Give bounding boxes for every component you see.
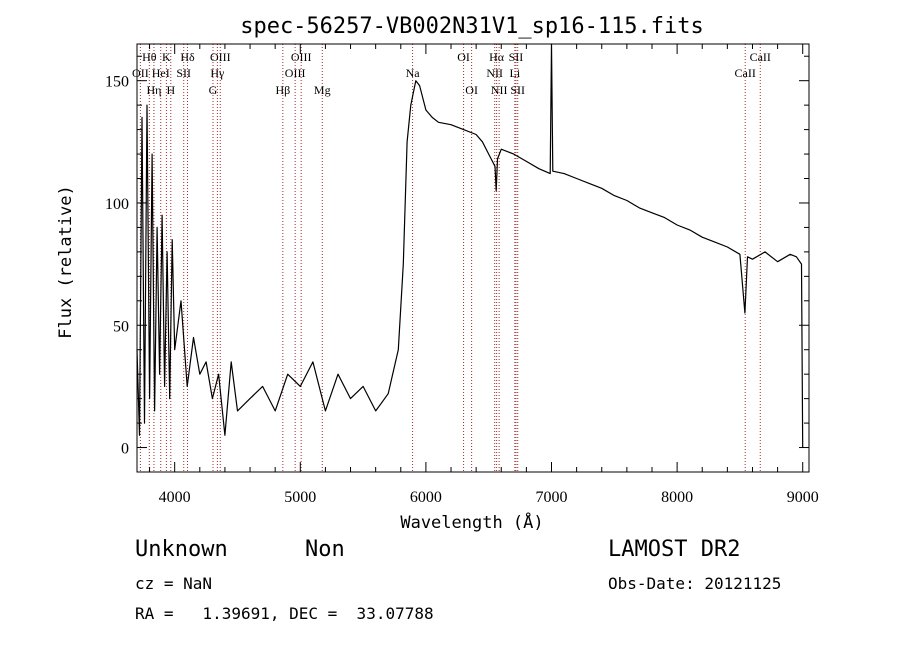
line-label-25: CaII (735, 66, 756, 80)
line-label-15: Na (406, 66, 421, 80)
spectrum-line-0 (136, 43, 804, 448)
line-label-8: OIII (210, 50, 231, 64)
line-label-17: OI (465, 83, 478, 97)
line-label-9: Hγ (210, 66, 225, 80)
redshift: cz = NaN (135, 574, 213, 593)
line-label-13: OIII (291, 50, 312, 64)
line-label-1: OII (132, 66, 149, 80)
line-label-4: H (166, 83, 175, 97)
x-tick-label-1: 5000 (284, 489, 316, 506)
x-tick-label-2: 6000 (410, 489, 442, 506)
line-label-24: CaII (750, 50, 771, 64)
line-label-23: SII (510, 83, 525, 97)
line-label-20: NII (491, 83, 508, 97)
obs-date: Obs-Date: 20121125 (608, 574, 782, 593)
spectrum-series (136, 43, 804, 448)
x-tick-label-0: 4000 (159, 489, 191, 506)
y-tick-label-0: 0 (121, 441, 129, 458)
spectral-line-markers (139, 44, 761, 472)
y-tick-label-1: 50 (113, 318, 129, 335)
line-label-12: OIII (285, 66, 306, 80)
plot-frame (136, 43, 810, 473)
x-axis-label: Wavelength (Å) (400, 511, 543, 533)
line-label-16: OI (457, 50, 470, 64)
line-label-6: SII (176, 66, 191, 80)
line-label-10: G (209, 83, 218, 97)
line-label-11: Hβ (275, 83, 290, 97)
x-tick-label-5: 9000 (787, 489, 819, 506)
chart-title: spec-56257-VB002N31V1_sp16-115.fits (240, 14, 704, 39)
y-tick-label-2: 100 (105, 196, 129, 213)
object-subclass: Non (305, 537, 345, 562)
spectrum-chart: spec-56257-VB002N31V1_sp16-115.fits Wave… (56, 14, 819, 533)
line-label-22: Li (509, 66, 520, 80)
line-label-3: K (162, 50, 171, 64)
line-label-21: SII (509, 50, 524, 64)
y-axis-label: Flux (relative) (56, 185, 76, 339)
coordinates: RA = 1.39691, DEC = 33.07788 (135, 604, 434, 623)
line-label-0: Hθ (142, 50, 157, 64)
line-label-2: Hη (146, 83, 161, 97)
spectral-line-labels: Hθ OII Hη K H HeI SII Hδ OIII Hγ G Hβ OIII OIII Mg Na OI… (132, 50, 771, 97)
line-label-19: NII (486, 66, 503, 80)
y-tick-label-3: 150 (105, 74, 129, 91)
line-label-5: HeI (152, 66, 170, 80)
line-label-7: Hδ (180, 50, 195, 64)
x-axis-ticks: 4000 5000 6000 7000 8000 9000 (149, 44, 819, 506)
x-tick-label-4: 8000 (661, 489, 693, 506)
line-label-14: Mg (314, 83, 331, 97)
survey-name: LAMOST DR2 (608, 537, 741, 562)
line-label-18: Hα (489, 50, 505, 64)
y-axis-ticks: 0 50 100 150 (105, 55, 809, 473)
object-class: Unknown (135, 537, 228, 562)
x-tick-label-3: 7000 (536, 489, 568, 506)
